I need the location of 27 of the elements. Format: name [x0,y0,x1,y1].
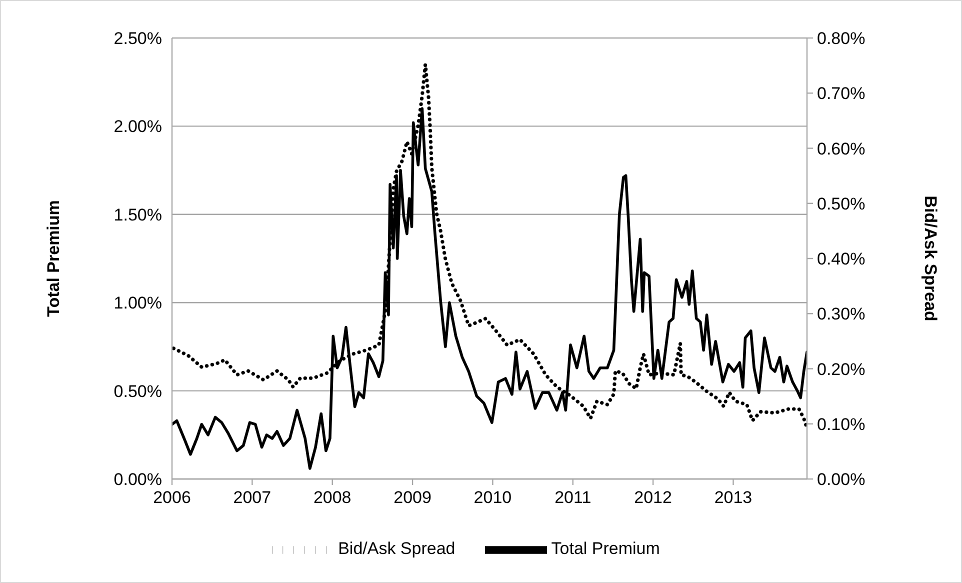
legend-label: Bid/Ask Spread [338,539,456,558]
y-tick-label: 2.00% [114,117,162,136]
x-tick-label: 2009 [394,488,432,508]
x-tick-label: 2012 [634,488,672,508]
y-tick-label: 0.00% [114,470,162,490]
x-tick-label: 2006 [153,488,191,508]
y2-tick-label: 0.30% [817,304,866,324]
y2-tick-label: 0.80% [817,29,866,48]
y2-tick-label: 0.60% [817,139,866,158]
x-tick-label: 2010 [474,488,512,508]
y2-axis-title: Bid/Ask Spread [920,196,940,322]
y2-tick-label: 0.40% [817,250,866,269]
y-axis-title: Total Premium [44,200,64,317]
y2-tick-label: 0.20% [817,360,866,379]
y2-tick-label: 0.10% [817,414,866,434]
y-tick-label: 0.50% [114,382,162,401]
y-tick-label: 1.50% [114,205,162,224]
x-tick-label: 2011 [554,488,592,508]
y2-tick-label: 0.00% [817,470,866,490]
y2-tick-label: 0.70% [817,84,866,104]
x-tick-label: 2013 [714,488,752,508]
y-tick-label: 1.00% [114,294,162,313]
y-tick-label: 2.50% [114,29,162,48]
x-tick-label: 2008 [313,488,352,508]
x-tick-label: 2007 [233,488,272,508]
legend-label: Total Premium [551,539,660,558]
y2-tick-label: 0.50% [817,194,866,214]
